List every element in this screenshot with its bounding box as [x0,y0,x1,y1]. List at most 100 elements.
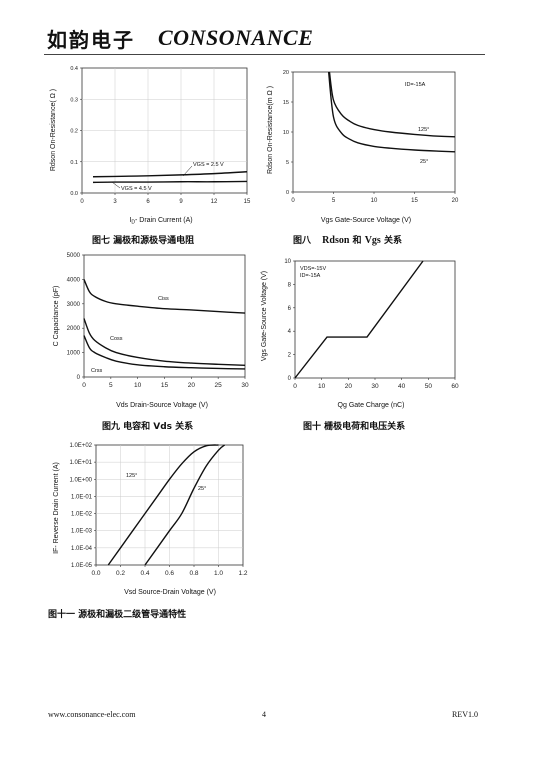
fig9-x-axis-label: Vds Drain-Source Voltage (V) [116,402,208,409]
fig9-x-tick-label: 5 [109,382,113,389]
fig7-series-line-2 [92,180,248,184]
fig9-y-tick-label: 4000 [67,277,81,283]
fig8-caption-suffix: 关系 [383,236,402,246]
fig10-vds-annotation: VDS=-15V [300,266,326,272]
fig10-y-tick-label: 0 [288,376,292,382]
fig10-series-line-1 [294,260,424,379]
fig9-y-axis-label: C Capacitance (pF) [53,286,60,347]
fig9-x-tick-label: 20 [188,382,196,389]
brand-english-name: CONSONANCE [158,25,314,50]
fig7-y-tick-label: 0.2 [70,129,78,135]
fig8-x-tick-label: 0 [291,198,295,204]
fig7-caption: 图七 漏极和源极导通电阻 [92,236,195,246]
fig8-x-tick-label: 10 [371,198,378,204]
fig10-x-tick-label: 30 [371,383,379,390]
fig11-series-line-2 [144,444,226,566]
fig10-y-tick-label: 10 [284,259,291,265]
fig9-x-tick-label: 10 [134,382,142,389]
fig11-y-axis-label: IF- Reverse Drain Current (A) [53,462,60,554]
fig10-x-tick-label: 10 [318,383,326,390]
fig10-x-axis-label: Qg Gate Charge (nC) [338,402,405,409]
fig9-y-tick-label: 1000 [67,351,81,357]
fig8-x-tick-label: 15 [411,198,418,204]
fig11-x-tick-label: 0.4 [140,570,149,577]
fig10-x-tick-label: 50 [425,383,433,390]
footer-revision: REV1.0 [452,710,478,719]
fig8-caption-and: 和 [352,236,362,246]
fig7-vgs25-leader [182,165,193,177]
fig10-id-annotation: ID=-15A [300,273,321,279]
fig11-x-tick-label: 0.0 [91,570,100,577]
fig11-x-tick-label: 1.2 [238,570,247,577]
fig10-y-axis-label: Vgs Gate-Source Voltage (V) [261,271,268,361]
fig9-series-label-crss: Crss [91,368,103,374]
fig10-y-tick-label: 6 [288,306,292,312]
fig10-x-tick-label: 40 [398,383,406,390]
fig9-x-tick-label: 30 [241,382,249,389]
fig8-current-annotation: ID=-15A [405,82,426,88]
fig7-series-line-1 [92,171,248,178]
fig9-series-label-coss: Coss [110,336,123,342]
fig8-caption-rdson: Rdson [322,235,350,246]
fig11-y-tick-label: 1.0E-02 [71,512,93,518]
fig11-y-tick-label: 1.0E+01 [69,460,92,466]
fig8-y-tick-label: 0 [286,190,289,196]
fig8-y-tick-label: 15 [283,100,289,106]
fig9-x-tick-label: 15 [161,382,169,389]
fig11-y-tick-label: 1.0E-03 [71,529,93,535]
fig8-y-axis-label: Rdson On-Resistance(m Ω ) [267,86,274,174]
fig7-x-tick-label: 12 [211,199,218,205]
fig8-y-tick-label: 5 [286,160,289,166]
fig7-vgs45-leader [111,181,121,189]
fig9-series-line-3 [83,335,246,370]
fig7-y-tick-label: 0.0 [70,191,78,197]
fig8-series-label-125: 125° [418,127,429,133]
fig7-x-tick-label: 0 [80,199,84,205]
fig10-x-tick-label: 20 [345,383,353,390]
fig7-x-tick-label: 9 [179,199,183,205]
fig8-series-line-2 [327,71,456,153]
fig9-x-tick-label: 25 [215,382,223,389]
fig8-x-tick-label: 20 [452,198,459,204]
footer-website: www.consonance-elec.com [48,710,136,719]
fig7-y-tick-label: 0.4 [70,66,78,72]
fig11-x-tick-label: 1.0 [214,570,223,577]
fig8-x-tick-label: 5 [332,198,336,204]
fig7-x-axis-label: ID- Drain Current (A) [129,217,192,226]
fig11-x-tick-label: 0.8 [189,570,198,577]
fig8-plot-frame [292,71,456,193]
footer-page-number: 4 [262,710,266,719]
fig9-y-tick-label: 3000 [67,302,81,308]
fig10-x-tick-label: 0 [293,383,297,390]
fig10-y-tick-label: 2 [288,353,292,359]
fig11-y-tick-label: 1.0E+00 [69,477,92,483]
fig11-y-tick-label: 1.0E-05 [71,563,93,569]
fig10-caption: 图十 栅极电荷和电压关系 [303,422,406,432]
fig7-y-tick-label: 0.1 [70,160,78,166]
fig8-series-line-1 [328,71,456,138]
fig9-y-tick-label: 5000 [67,253,81,259]
brand-chinese-name: 如韵电子 [47,28,135,52]
fig10-x-tick-label: 60 [451,383,459,390]
fig7-x-tick-label: 6 [146,199,150,205]
fig9-caption: 图九 电容和 Vds 关系 [102,422,194,432]
fig8-caption: 图八 Rdson 和 Vgs 关系 [293,233,402,246]
fig10-y-tick-label: 8 [288,282,292,288]
fig11-y-tick-label: 1.0E+02 [69,443,92,449]
fig8-series-label-25: 25° [420,159,428,165]
fig11-series-line-1 [107,444,219,566]
fig11-y-tick-label: 1.0E-04 [71,546,93,552]
fig7-x-tick-label: 3 [113,199,117,205]
fig7-x-tick-label: 15 [244,199,251,205]
fig9-y-tick-label: 2000 [67,326,81,332]
header-divider [44,54,485,55]
fig9-y-tick-label: 0 [77,375,81,381]
fig8-y-tick-label: 20 [283,70,289,76]
fig8-caption-prefix: 图八 [293,236,312,246]
fig8-caption-vgs: Vgs [364,235,381,246]
fig7-y-axis-label: Rdson On-Resistance( Ω ) [50,89,57,171]
fig11-caption: 图十一 源极和漏极二级管导通特性 [48,610,187,620]
fig11-series-label-25: 25° [198,486,206,492]
fig9-series-line-2 [83,318,246,366]
